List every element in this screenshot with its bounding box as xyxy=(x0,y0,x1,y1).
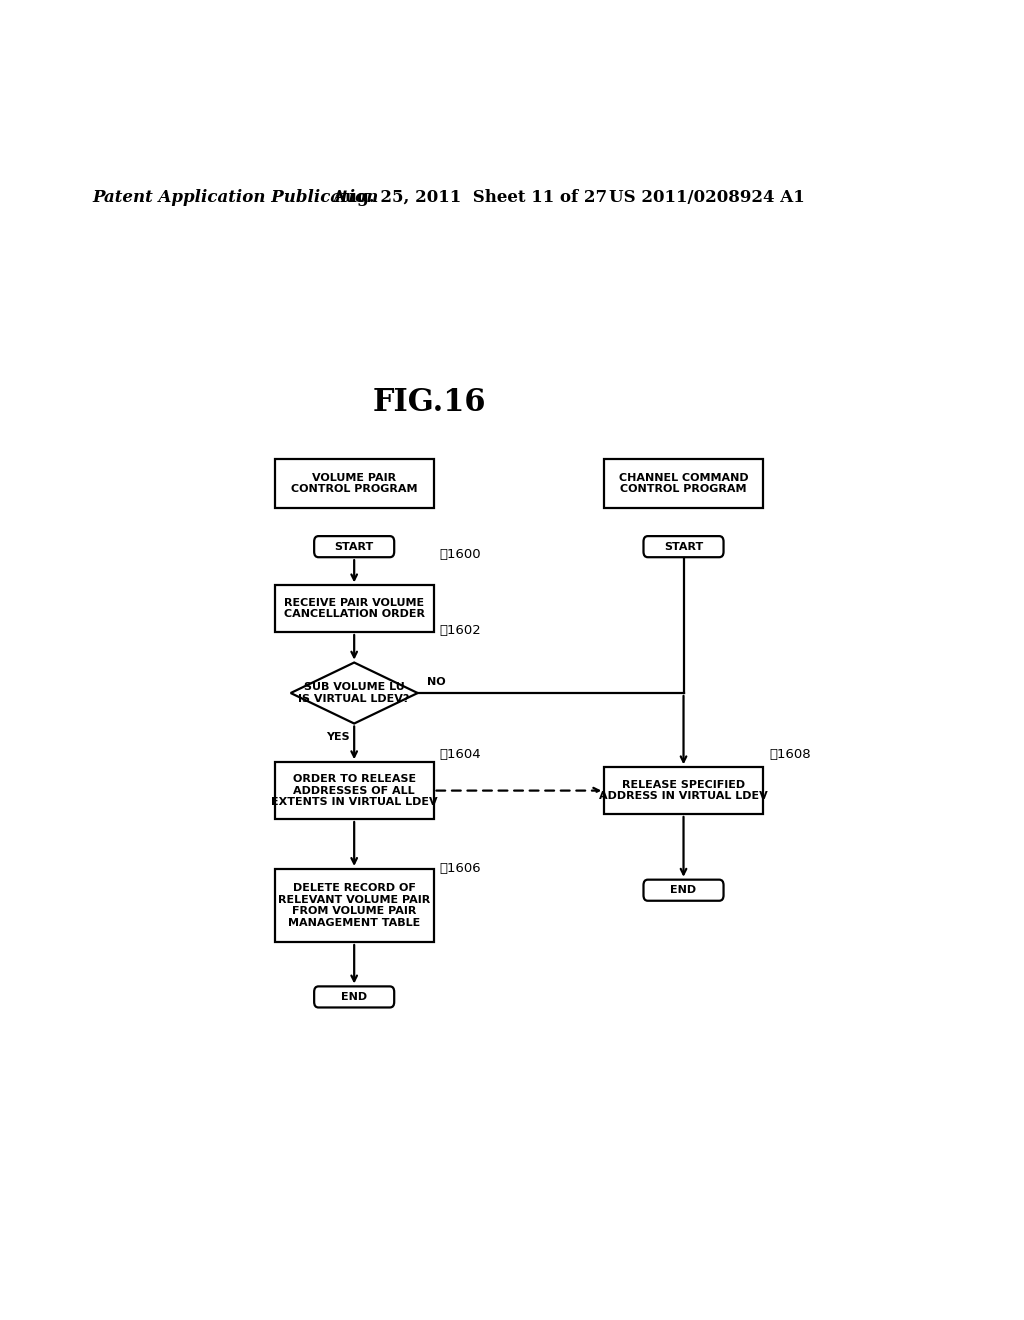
Text: ORDER TO RELEASE
ADDRESSES OF ALL
EXTENTS IN VIRTUAL LDEV: ORDER TO RELEASE ADDRESSES OF ALL EXTENT… xyxy=(271,774,437,808)
FancyBboxPatch shape xyxy=(274,585,433,632)
Text: ⸏1600: ⸏1600 xyxy=(439,548,480,561)
Text: DELETE RECORD OF
RELEVANT VOLUME PAIR
FROM VOLUME PAIR
MANAGEMENT TABLE: DELETE RECORD OF RELEVANT VOLUME PAIR FR… xyxy=(279,883,430,928)
Text: ⸏1608: ⸏1608 xyxy=(769,747,811,760)
Text: END: END xyxy=(341,991,368,1002)
FancyBboxPatch shape xyxy=(604,767,763,814)
Text: START: START xyxy=(664,541,703,552)
Text: END: END xyxy=(671,886,696,895)
Text: RELEASE SPECIFIED
ADDRESS IN VIRTUAL LDEV: RELEASE SPECIFIED ADDRESS IN VIRTUAL LDE… xyxy=(599,780,768,801)
Text: FIG.16: FIG.16 xyxy=(373,387,486,418)
Text: ⸏1602: ⸏1602 xyxy=(439,623,481,636)
FancyBboxPatch shape xyxy=(274,869,433,942)
Text: US 2011/0208924 A1: US 2011/0208924 A1 xyxy=(609,189,805,206)
FancyBboxPatch shape xyxy=(604,459,763,508)
FancyBboxPatch shape xyxy=(643,879,724,900)
Polygon shape xyxy=(291,663,418,723)
Text: Aug. 25, 2011  Sheet 11 of 27: Aug. 25, 2011 Sheet 11 of 27 xyxy=(332,189,607,206)
Text: NO: NO xyxy=(427,677,445,686)
Text: SUB VOLUME LU
IS VIRTUAL LDEV?: SUB VOLUME LU IS VIRTUAL LDEV? xyxy=(298,682,410,704)
Text: ⸏1606: ⸏1606 xyxy=(439,862,480,875)
FancyBboxPatch shape xyxy=(314,986,394,1007)
Text: ⸏1604: ⸏1604 xyxy=(439,747,480,760)
Text: RECEIVE PAIR VOLUME
CANCELLATION ORDER: RECEIVE PAIR VOLUME CANCELLATION ORDER xyxy=(284,598,425,619)
Text: VOLUME PAIR
CONTROL PROGRAM: VOLUME PAIR CONTROL PROGRAM xyxy=(291,473,418,495)
FancyBboxPatch shape xyxy=(274,459,433,508)
Text: YES: YES xyxy=(327,731,350,742)
FancyBboxPatch shape xyxy=(643,536,724,557)
Text: CHANNEL COMMAND
CONTROL PROGRAM: CHANNEL COMMAND CONTROL PROGRAM xyxy=(618,473,749,495)
Text: Patent Application Publication: Patent Application Publication xyxy=(92,189,378,206)
FancyBboxPatch shape xyxy=(314,536,394,557)
FancyBboxPatch shape xyxy=(274,762,433,818)
Text: START: START xyxy=(335,541,374,552)
